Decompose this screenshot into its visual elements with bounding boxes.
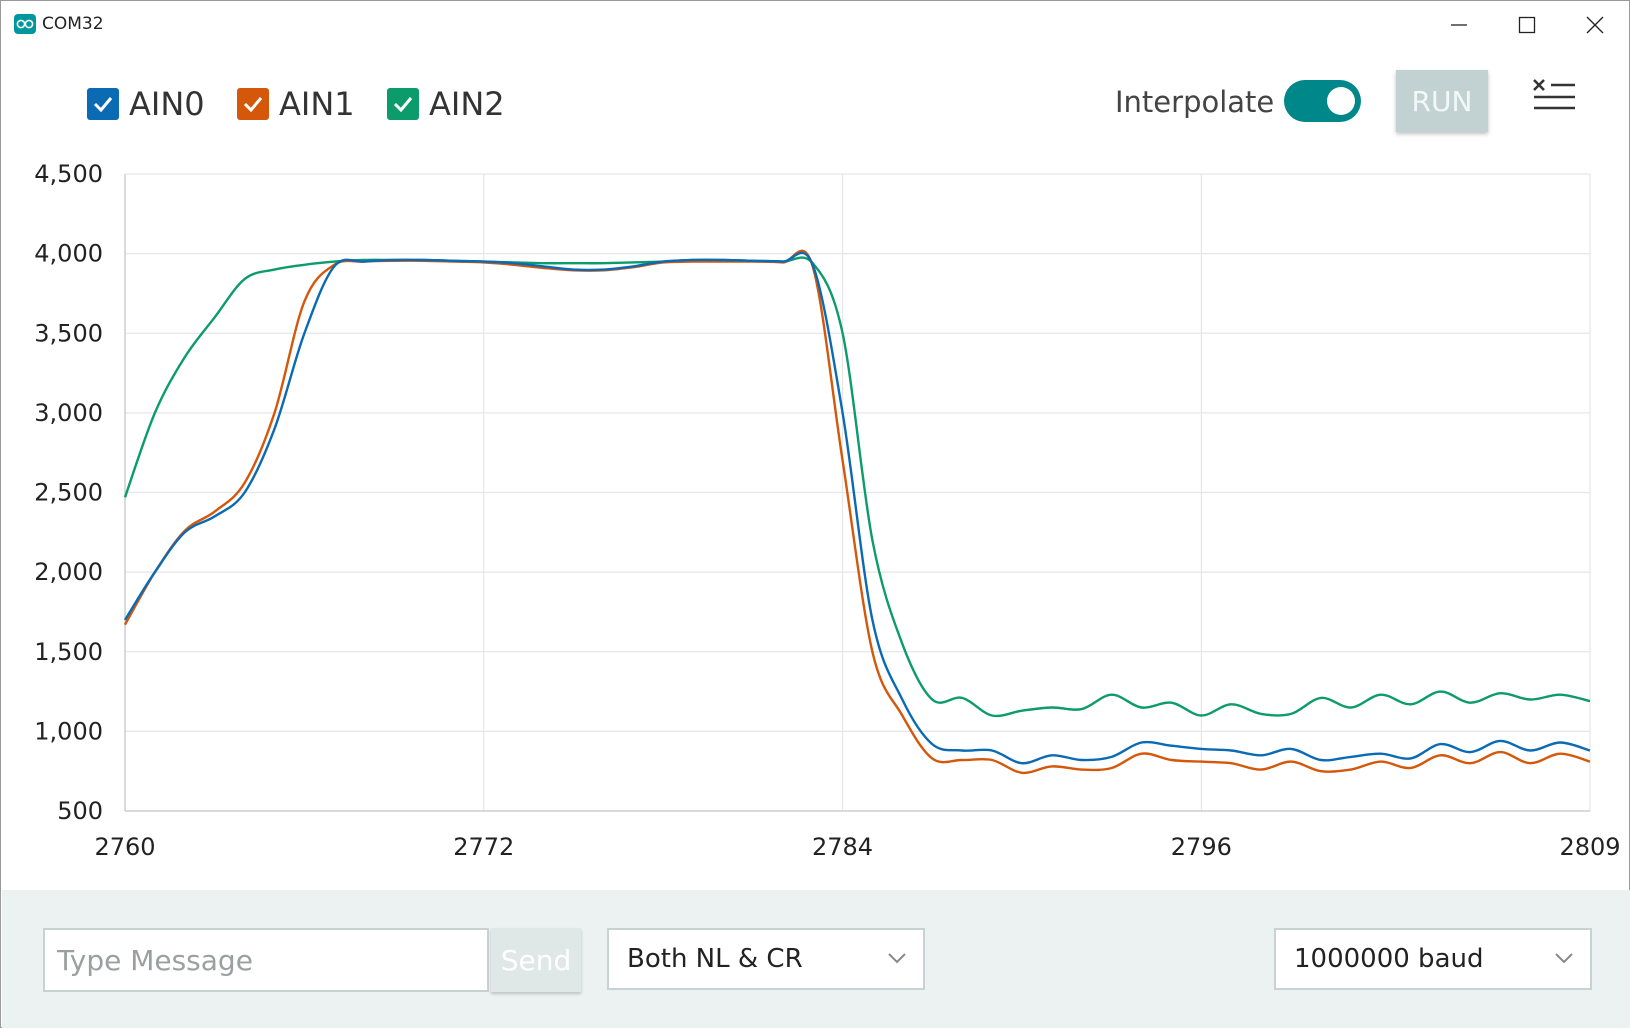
minimize-button[interactable] xyxy=(1425,1,1491,47)
chevron-down-icon xyxy=(1555,953,1573,964)
checkbox-ain2[interactable] xyxy=(387,88,419,120)
line-ending-value: Both NL & CR xyxy=(627,944,803,974)
run-button[interactable]: RUN xyxy=(1396,70,1488,132)
baud-rate-select[interactable]: 1000000 baud xyxy=(1274,928,1592,990)
check-icon xyxy=(393,97,413,113)
x-tick-label: 2760 xyxy=(94,833,155,861)
maximize-icon xyxy=(1518,16,1536,34)
maximize-button[interactable] xyxy=(1493,1,1559,47)
bottom-bar: Send Both NL & CR 1000000 baud xyxy=(2,890,1630,1028)
interpolate-toggle[interactable] xyxy=(1284,80,1361,122)
serial-plot-chart: 500 1,000 1,500 2,000 2,500 3,000 3,500 4,000 4,… xyxy=(34,160,1620,861)
x-tick-label: 2796 xyxy=(1171,833,1232,861)
x-tick-label: 2772 xyxy=(453,833,514,861)
window-title: COM32 xyxy=(42,14,104,34)
y-tick-label: 3,000 xyxy=(34,399,103,427)
clear-button[interactable] xyxy=(1531,77,1579,119)
check-icon xyxy=(93,97,113,113)
legend-item-ain1[interactable]: AIN1 xyxy=(237,85,355,123)
close-button[interactable] xyxy=(1561,1,1627,47)
y-tick-label: 4,500 xyxy=(34,160,103,188)
checkbox-ain0[interactable] xyxy=(87,88,119,120)
y-tick-label: 4,000 xyxy=(34,240,103,268)
x-tick-label: 2784 xyxy=(812,833,873,861)
y-tick-label: 2,000 xyxy=(34,558,103,586)
legend-label-ain0: AIN0 xyxy=(129,85,205,123)
series-line-ain2 xyxy=(123,256,1591,718)
y-tick-label: 500 xyxy=(57,797,103,825)
message-input[interactable] xyxy=(43,928,489,992)
close-icon xyxy=(1586,16,1604,34)
chevron-down-icon xyxy=(888,953,906,964)
send-button[interactable]: Send xyxy=(491,928,581,992)
series-line-ain0 xyxy=(123,251,1591,765)
title-bar: COM32 xyxy=(1,1,1629,47)
legend-label-ain1: AIN1 xyxy=(279,85,355,123)
legend-item-ain2[interactable]: AIN2 xyxy=(387,85,505,123)
legend-item-ain0[interactable]: AIN0 xyxy=(87,85,205,123)
check-icon xyxy=(243,97,263,113)
arduino-logo-icon xyxy=(14,14,36,34)
checkbox-ain1[interactable] xyxy=(237,88,269,120)
y-tick-label: 1,500 xyxy=(34,638,103,666)
minimize-icon xyxy=(1451,24,1467,26)
interpolate-label: Interpolate xyxy=(1115,85,1275,119)
clear-list-icon xyxy=(1533,79,1575,110)
legend-label-ain2: AIN2 xyxy=(429,85,505,123)
toggle-knob xyxy=(1327,87,1355,115)
y-tick-label: 2,500 xyxy=(34,479,103,507)
baud-rate-value: 1000000 baud xyxy=(1294,944,1484,974)
line-ending-select[interactable]: Both NL & CR xyxy=(607,928,925,990)
y-tick-label: 3,500 xyxy=(34,319,103,347)
x-tick-label: 2809 xyxy=(1559,833,1620,861)
y-tick-label: 1,000 xyxy=(34,717,103,745)
